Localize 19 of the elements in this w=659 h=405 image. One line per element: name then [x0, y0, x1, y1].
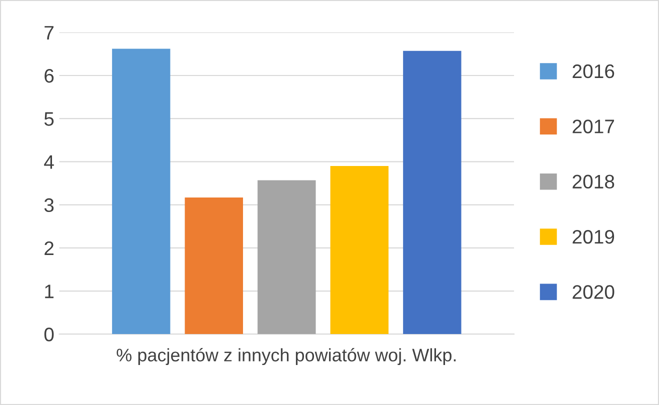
- legend-label: 2016: [572, 64, 614, 78]
- legend-label: 2019: [572, 230, 614, 244]
- bar: [184, 197, 244, 334]
- y-tick-label: 7: [44, 26, 54, 40]
- x-tick-label: % pacjentów z innych powiatów woj. Wlkp.: [116, 348, 456, 366]
- bar: [258, 180, 316, 334]
- bar: [112, 48, 170, 334]
- legend-label: 2018: [572, 174, 614, 189]
- legend-label: 2017: [572, 120, 614, 134]
- y-tick-label: 4: [44, 155, 54, 169]
- y-tick-label: 2: [44, 241, 54, 255]
- y-tick-label: 1: [45, 284, 54, 298]
- bar: [403, 50, 462, 334]
- y-tick-label: 6: [44, 68, 54, 83]
- y-tick-label: 3: [44, 198, 54, 212]
- y-tick-label: 0: [44, 328, 54, 342]
- y-tick-label: 5: [44, 112, 54, 126]
- bar: [330, 166, 389, 334]
- legend-label: 2020: [572, 285, 614, 299]
